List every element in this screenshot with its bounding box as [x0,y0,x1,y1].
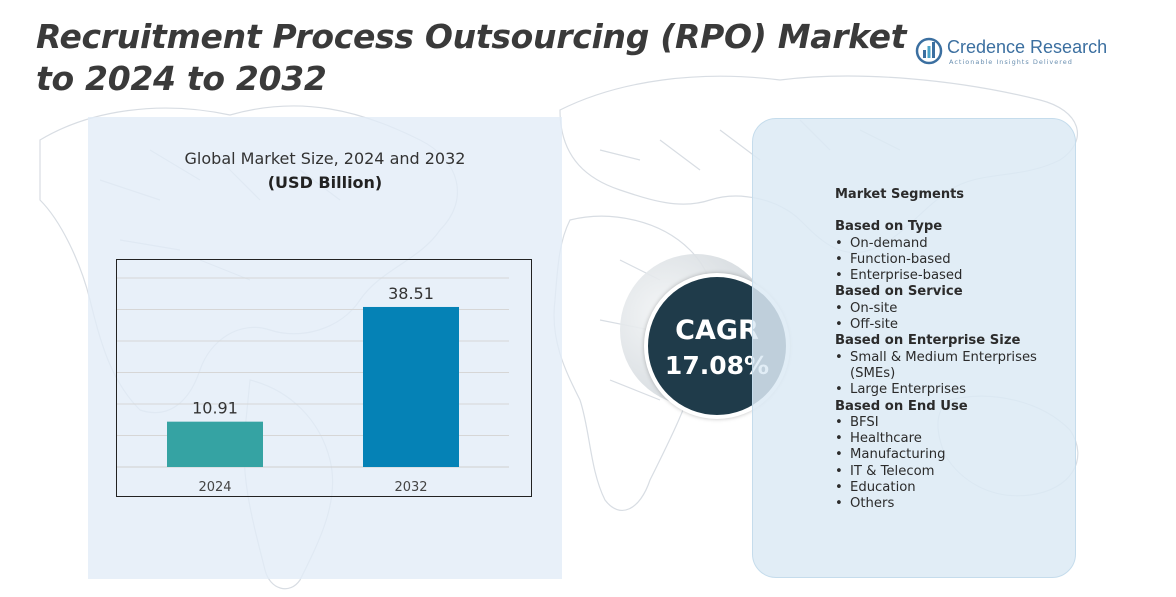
segment-item: Off-site [835,317,1071,334]
data-label-2032: 38.51 [388,284,434,303]
segment-item: Others [835,496,1071,513]
segment-item: Function-based [835,252,1071,269]
segment-group-title: Based on Type [835,219,943,235]
plot-area: 10.91 2024 38.51 2032 [116,259,532,497]
bar-2024 [167,421,263,467]
segment-item: Education [835,480,1071,497]
brand-logo: Credence Research Actionable Insights De… [915,36,1115,70]
segment-group-type: Based on Type On-demand Function-based E… [835,219,1071,284]
segment-group-end-use: Based on End Use BFSI Healthcare Manufac… [835,399,1071,513]
bar-chart: 10.91 2024 38.51 2032 [117,277,509,495]
chart-panel: Global Market Size, 2024 and 2032 (USD B… [88,117,562,579]
segments-heading: Market Segments [835,187,965,202]
segment-group-title: Based on Enterprise Size [835,333,1021,349]
x-tick-label-2024: 2024 [198,480,231,495]
segments-panel: Market Segments Based on Type On-demand … [752,118,1076,578]
chart-subtitle: (USD Billion) [267,173,383,192]
segment-item: On-demand [835,236,1071,253]
page-title: Recruitment Process Outsourcing (RPO) Ma… [36,17,907,98]
cagr-value: 17.08% [664,351,770,380]
segment-group-title: Based on End Use [835,398,968,414]
bar-2032 [363,306,459,467]
segment-item: BFSI [835,415,1071,432]
logo-name: Credence Research [947,37,1108,57]
segment-item: Large Enterprises [835,382,1071,399]
segment-item: IT & Telecom [835,464,1071,481]
chart-title: Global Market Size, 2024 and 2032 [184,149,466,168]
segments-content: Market Segments Based on Type On-demand … [835,187,1071,513]
segment-group-enterprise-size: Based on Enterprise Size Small & Medium … [835,333,1071,398]
segment-group-service: Based on Service On-site Off-site [835,284,1071,333]
segment-item: Enterprise-based [835,268,1071,285]
data-label-2024: 10.91 [192,399,238,418]
x-tick-label-2032: 2032 [394,480,427,495]
credence-logo-icon [915,37,943,65]
logo-tagline: Actionable Insights Delivered [949,58,1073,66]
segment-item: Small & Medium Enterprises (SMEs) [835,350,1071,383]
segment-group-title: Based on Service [835,284,963,300]
segment-item: Healthcare [835,431,1071,448]
segment-item: On-site [835,301,1071,318]
cagr-label: CAGR [675,315,759,346]
segment-item: Manufacturing [835,447,1071,464]
